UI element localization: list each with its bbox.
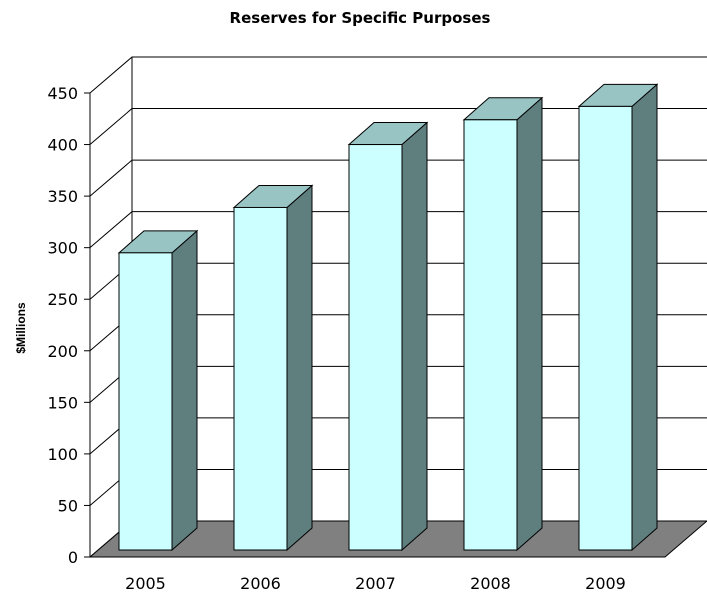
- bar-side-2005: [171, 229, 198, 552]
- bar-2005: [117, 229, 199, 552]
- bar-side-2006: [286, 184, 313, 552]
- bar-front-2007: [348, 144, 403, 551]
- y-tick-label-200: 200: [47, 342, 78, 361]
- y-axis-label: $Millions: [14, 302, 28, 354]
- bar-2008: [462, 96, 544, 552]
- y-tick-label-250: 250: [47, 290, 78, 309]
- bar-front-2006: [233, 206, 288, 551]
- y-tick-label-400: 400: [47, 136, 78, 155]
- bar-2006: [232, 184, 314, 552]
- y-tick-label-150: 150: [47, 393, 78, 412]
- bar-side-2009: [631, 83, 658, 552]
- x-tick-label-2008: 2008: [470, 574, 511, 592]
- y-tick-label-100: 100: [47, 445, 78, 464]
- x-tick-label-2005: 2005: [125, 574, 166, 592]
- bar-2009: [577, 83, 659, 552]
- y-tick-label-0: 0: [68, 548, 78, 567]
- plot-area: 0 50 100 150 200 250 300 350 400 450 2005 2006 2007 2…: [47, 56, 707, 592]
- bar-side-2007: [401, 121, 428, 552]
- bar-front-2009: [578, 105, 633, 551]
- y-tick-label-300: 300: [47, 239, 78, 258]
- bar-2007: [347, 121, 429, 552]
- y-tick-label-350: 350: [47, 187, 78, 206]
- x-tick-label-2007: 2007: [355, 574, 396, 592]
- y-tick-label-50: 50: [58, 496, 78, 515]
- bar-front-2005: [118, 252, 173, 551]
- y-tick-label-450: 450: [47, 84, 78, 103]
- x-tick-label-2006: 2006: [240, 574, 281, 592]
- bar-front-2008: [463, 119, 518, 551]
- bar-side-2008: [516, 96, 543, 552]
- chart-title: Reserves for Specific Purposes: [230, 9, 491, 27]
- x-tick-label-2009: 2009: [585, 574, 626, 592]
